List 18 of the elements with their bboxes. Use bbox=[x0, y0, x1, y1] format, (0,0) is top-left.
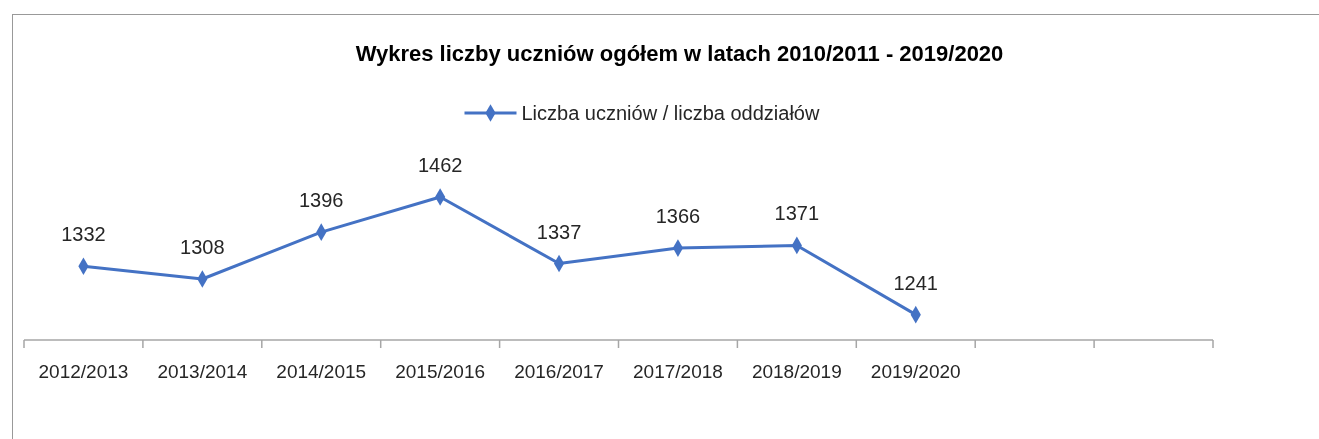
x-tick-label: 2015/2016 bbox=[395, 361, 486, 382]
x-tick-label: 2014/2015 bbox=[276, 361, 367, 382]
x-tick-label: 2017/2018 bbox=[633, 361, 723, 382]
legend-label: Liczba uczniów / liczba oddziałów bbox=[521, 102, 820, 124]
data-label: 1371 bbox=[774, 202, 820, 225]
data-label: 1337 bbox=[536, 220, 582, 243]
data-label: 1396 bbox=[299, 189, 344, 212]
data-label: 1241 bbox=[893, 271, 938, 294]
data-label: 1462 bbox=[417, 154, 463, 176]
data-label: 1366 bbox=[655, 205, 701, 228]
x-tick-label: 2018/2019 bbox=[751, 361, 842, 382]
data-label: 1332 bbox=[61, 223, 106, 246]
chart-title: Wykres liczby uczniów ogółem w latach 2010/2011 - 2019/2020 bbox=[355, 41, 1004, 66]
x-tick-label: 2012/2013 bbox=[38, 361, 129, 382]
x-tick-label: 2019/2020 bbox=[870, 361, 961, 382]
data-label: 1308 bbox=[180, 235, 225, 258]
x-tick-label: 2013/2014 bbox=[157, 361, 248, 382]
x-tick-label: 2016/2017 bbox=[514, 361, 604, 382]
